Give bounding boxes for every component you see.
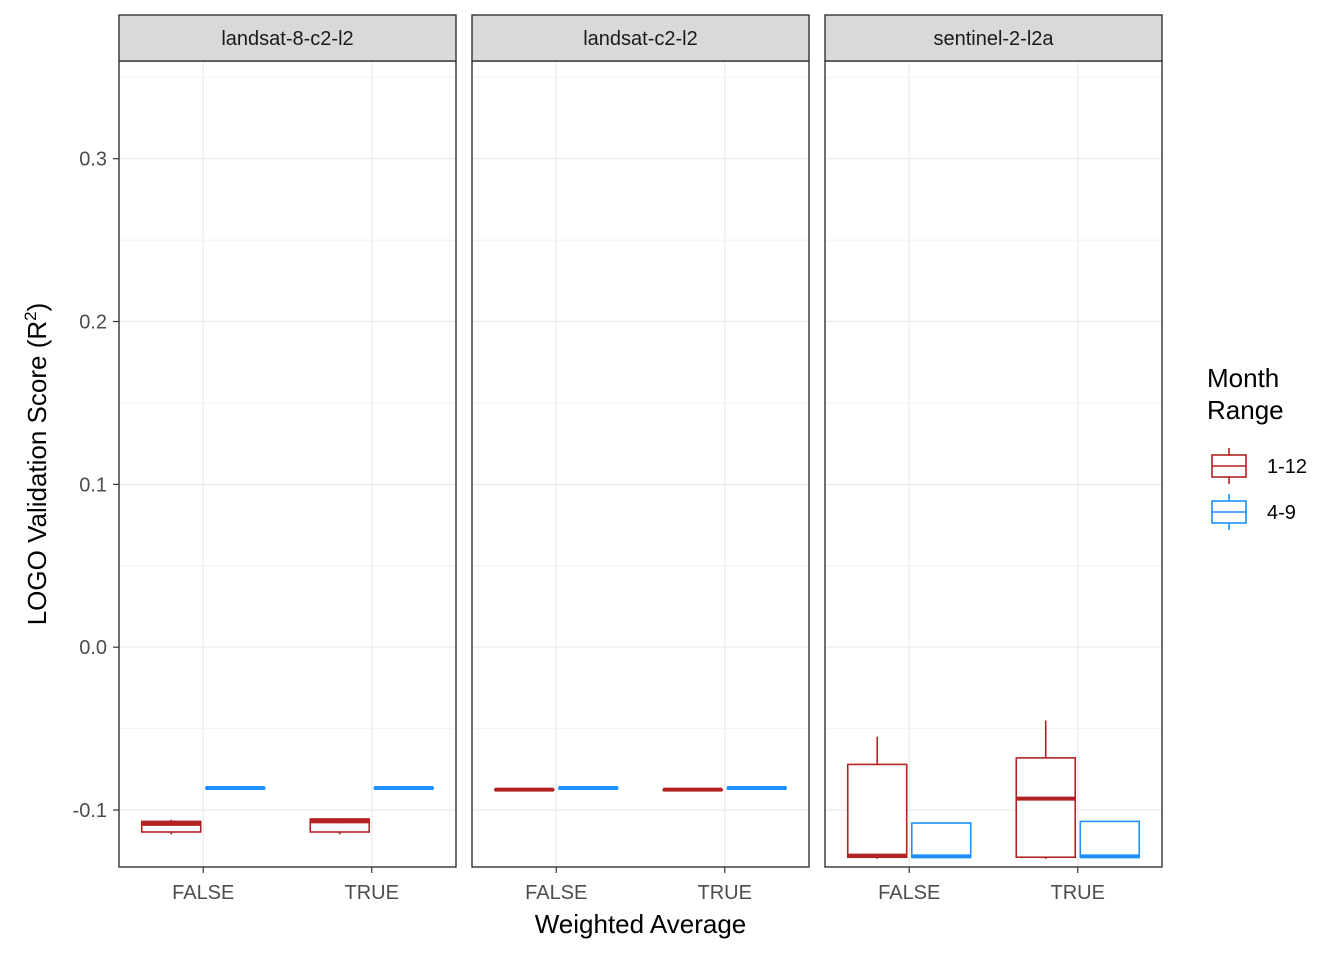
box-iqr xyxy=(140,820,202,833)
strip-background xyxy=(118,14,457,62)
y-tick-label: 0.0 xyxy=(79,637,107,659)
box-iqr xyxy=(910,822,972,859)
legend-key-4-9: 4-9 xyxy=(1211,494,1296,530)
strip-background xyxy=(471,14,810,62)
legend-label: 4-9 xyxy=(1267,502,1296,524)
facet-panel-landsat-c2-l2: landsat-c2-l2 FALSE TRUE xyxy=(471,14,810,904)
y-tick-label: 0.2 xyxy=(79,312,107,334)
box-TRUE-1-12 xyxy=(1015,720,1077,859)
x-tick-label: FALSE xyxy=(525,882,587,904)
facet-panel-landsat-8-c2-l2: landsat-8-c2-l2 FALSE TRUE xyxy=(118,14,457,904)
box-FALSE-4-9 xyxy=(204,786,266,791)
y-axis-title-superscript: 2 xyxy=(21,311,40,320)
strip-label: sentinel-2-l2a xyxy=(933,28,1054,50)
box-FALSE-1-12 xyxy=(140,819,202,835)
strip-label: landsat-c2-l2 xyxy=(583,28,698,50)
y-axis: -0.1 0.0 0.1 0.2 0.3 xyxy=(73,149,119,822)
legend-key-1-12: 1-12 xyxy=(1211,448,1307,484)
box-iqr xyxy=(846,763,908,859)
box-iqr xyxy=(1015,757,1077,859)
y-tick-label: 0.1 xyxy=(79,474,107,496)
box-TRUE-1-12 xyxy=(309,818,371,835)
strip-label: landsat-8-c2-l2 xyxy=(221,28,353,50)
box-FALSE-4-9 xyxy=(910,822,972,859)
x-tick-label: TRUE xyxy=(1051,882,1105,904)
legend-items: 1-12 4-9 xyxy=(1211,448,1307,530)
y-axis-title-suffix: ) xyxy=(22,303,52,312)
panel-background xyxy=(825,61,1162,867)
box-TRUE-4-9 xyxy=(726,786,788,791)
legend-label: 1-12 xyxy=(1267,456,1307,478)
box-TRUE-1-12 xyxy=(662,787,724,792)
x-tick-label: FALSE xyxy=(878,882,940,904)
y-tick-label: 0.3 xyxy=(79,149,107,171)
panel-background xyxy=(119,61,456,867)
x-tick-label: TRUE xyxy=(345,882,399,904)
box-FALSE-1-12 xyxy=(846,736,908,859)
legend-title-line-2: Range xyxy=(1207,395,1284,425)
facet-panels: landsat-8-c2-l2 FALSE TRUE landsat-c2-l2 FAL… xyxy=(118,14,1163,904)
legend: Month Range 1-12 4-9 xyxy=(1207,363,1307,530)
box-iqr xyxy=(1079,820,1141,859)
box-FALSE-4-9 xyxy=(557,786,619,791)
panel-background xyxy=(472,61,809,867)
facet-panel-sentinel-2-l2a: sentinel-2-l2a FALSE TRUE xyxy=(824,14,1163,904)
box-TRUE-4-9 xyxy=(373,786,435,791)
x-tick-label: TRUE xyxy=(698,882,752,904)
x-tick-label: FALSE xyxy=(172,882,234,904)
legend-title-line-1: Month xyxy=(1207,363,1279,393)
strip-background xyxy=(824,14,1163,62)
box-FALSE-1-12 xyxy=(493,787,555,792)
y-tick-label: -0.1 xyxy=(73,800,107,822)
y-axis-title-main: LOGO Validation Score (R xyxy=(22,321,52,625)
x-axis-title: Weighted Average xyxy=(535,909,747,939)
y-axis-title: LOGO Validation Score (R2) xyxy=(21,303,52,626)
box-TRUE-4-9 xyxy=(1079,820,1141,859)
